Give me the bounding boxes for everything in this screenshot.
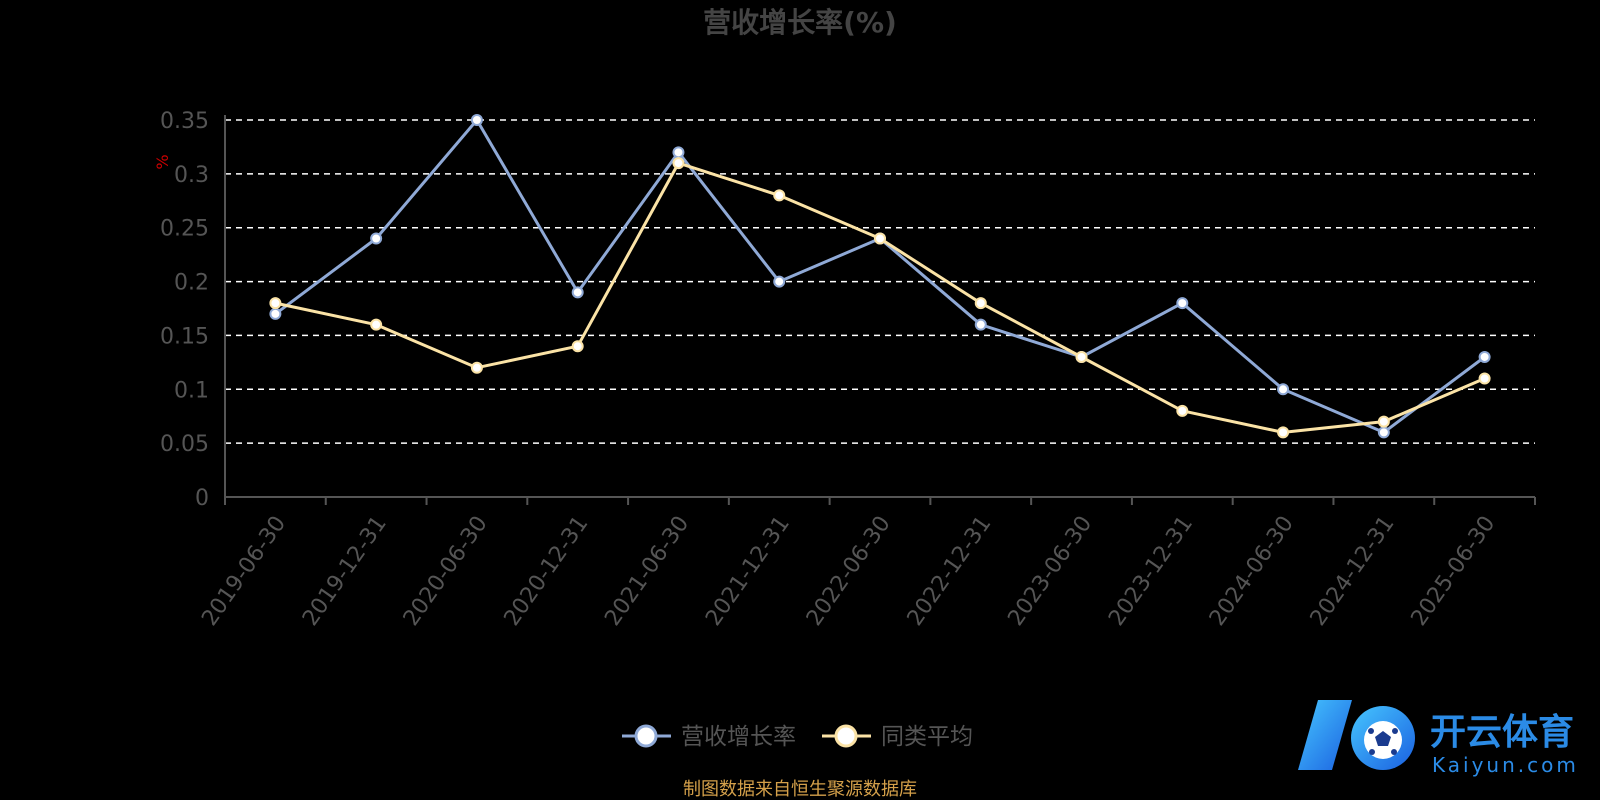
chart-title: 营收增长率(%) [703,6,897,39]
data-point[interactable] [571,340,584,353]
data-point[interactable] [470,361,483,374]
soccer-ball-icon [1298,700,1415,770]
x-tick-label: 2019-12-31 [298,512,392,631]
data-point[interactable] [974,318,987,331]
x-tick-label: 2020-12-31 [500,512,594,631]
axes [224,115,1536,505]
data-point[interactable] [672,146,685,159]
series-2 [269,157,1491,439]
x-tick-label: 2023-12-31 [1104,512,1198,631]
series-lines [269,114,1491,439]
data-point[interactable] [269,307,282,320]
legend-item-series-2[interactable]: 同类平均 [822,724,973,750]
data-point[interactable] [1377,426,1390,439]
x-tick-labels: 2019-06-30 2019-12-31 2020-06-30 2020-12-31… [197,512,1500,631]
watermark: 开云体育 Kaiyun.com [1298,700,1579,777]
data-point[interactable] [773,189,786,202]
y-tick-label: 0.3 [174,163,209,188]
data-point[interactable] [1075,350,1088,363]
y-tick-label: 0.05 [160,432,209,457]
data-point[interactable] [1277,383,1290,396]
x-tick-label: 2021-06-30 [600,512,694,631]
watermark-domain: Kaiyun.com [1432,753,1579,777]
watermark-brand: 开云体育 [1430,712,1574,753]
y-tick-label: 0 [195,486,209,511]
x-tick-label: 2020-06-30 [399,512,493,631]
y-tick-label: 0.25 [160,217,209,242]
legend-label-series-2: 同类平均 [881,724,973,750]
series-line-1 [274,118,1486,434]
y-tick-labels: 0 0.05 0.1 0.15 0.2 0.25 0.3 0.35 [160,109,209,511]
data-point[interactable] [370,232,383,245]
x-tick-label: 2022-06-30 [802,512,896,631]
data-point[interactable] [1176,297,1189,310]
data-point[interactable] [1377,415,1390,428]
data-source-note: 制图数据来自恒生聚源数据库 [683,779,917,800]
x-tick-label: 2021-12-31 [701,512,795,631]
data-point[interactable] [571,286,584,299]
data-point[interactable] [470,114,483,126]
y-axis-unit: % [153,154,172,169]
data-point[interactable] [874,232,886,245]
data-point[interactable] [1478,350,1491,363]
data-point[interactable] [269,297,282,310]
legend-marker-series-1 [634,724,658,748]
legend-item-series-1[interactable]: 营收增长率 [622,724,796,750]
y-tick-label: 0.15 [160,324,209,349]
x-tick-label: 2025-06-30 [1407,512,1501,631]
data-point[interactable] [1478,372,1491,385]
data-point[interactable] [370,318,383,331]
y-tick-label: 0.2 [174,271,209,296]
legend-label-series-1: 营收增长率 [681,724,796,750]
x-tick-label: 2024-12-31 [1306,512,1400,631]
data-point[interactable] [672,157,685,170]
data-point[interactable] [773,275,786,288]
x-tick-label: 2022-12-31 [903,512,997,631]
series-line-2 [275,161,1486,434]
x-tick-label: 2019-06-30 [197,512,291,631]
x-tick-label: 2023-06-30 [1003,512,1097,631]
grid-lines [225,119,1535,444]
data-point[interactable] [974,297,987,310]
legend-marker-series-2 [834,724,858,748]
x-tick-label: 2024-06-30 [1205,512,1299,631]
y-tick-label: 0.35 [160,109,209,134]
legend: 营收增长率 同类平均 [622,724,973,750]
data-point[interactable] [1176,404,1189,417]
data-point[interactable] [1277,426,1290,439]
y-tick-label: 0.1 [174,378,209,403]
